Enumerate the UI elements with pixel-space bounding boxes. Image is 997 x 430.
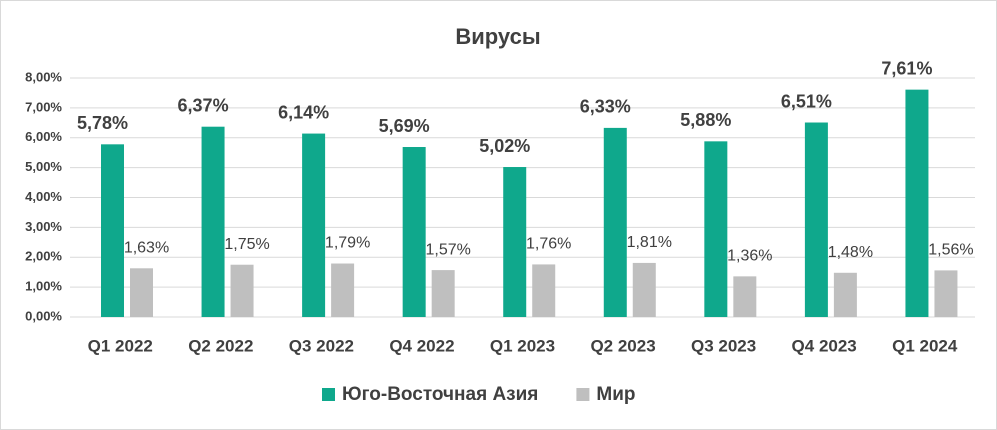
bar xyxy=(934,270,958,317)
bar xyxy=(302,133,326,317)
bar xyxy=(704,141,728,317)
legend-swatch xyxy=(576,388,590,401)
x-tick-label: Q4 2023 xyxy=(792,336,857,355)
x-tick-label: Q3 2023 xyxy=(691,336,756,355)
y-tick-label: 7,00% xyxy=(25,99,62,114)
bar xyxy=(905,89,929,318)
value-label: 1,63% xyxy=(124,240,169,257)
bar xyxy=(804,122,828,317)
value-label: 5,78% xyxy=(77,113,128,133)
value-label: 1,81% xyxy=(627,234,672,251)
y-tick-label: 4,00% xyxy=(25,189,62,204)
chart-title: Вирусы xyxy=(455,24,540,49)
bar xyxy=(431,270,455,317)
bar xyxy=(532,264,556,317)
legend-swatch xyxy=(322,388,335,401)
bar xyxy=(230,264,254,317)
legend-label: Юго-Восточная Азия xyxy=(342,384,538,405)
value-label: 1,75% xyxy=(224,236,269,253)
y-tick-label: 8,00% xyxy=(25,69,62,84)
bar xyxy=(833,272,857,317)
x-tick-label: Q2 2022 xyxy=(188,336,253,355)
value-label: 6,33% xyxy=(580,97,631,117)
bar xyxy=(201,126,225,317)
x-tick-label: Q3 2022 xyxy=(289,336,354,355)
x-tick-label: Q4 2022 xyxy=(389,336,454,355)
x-tick-label: Q1 2023 xyxy=(490,336,555,355)
value-label: 1,48% xyxy=(828,244,873,261)
value-label: 1,76% xyxy=(526,236,571,253)
value-label: 5,69% xyxy=(379,116,430,136)
x-tick-label: Q1 2024 xyxy=(892,336,958,355)
value-label: 1,57% xyxy=(425,241,470,258)
bar xyxy=(331,263,355,317)
bar xyxy=(130,268,153,317)
bar xyxy=(503,167,527,317)
value-label: 5,02% xyxy=(479,136,530,156)
value-label: 6,51% xyxy=(781,91,832,111)
value-label: 1,36% xyxy=(727,248,772,265)
y-tick-label: 6,00% xyxy=(25,129,62,144)
y-tick-label: 3,00% xyxy=(25,219,62,234)
bar xyxy=(632,262,656,317)
y-tick-label: 1,00% xyxy=(25,279,62,294)
value-label: 7,61% xyxy=(881,58,932,78)
y-tick-label: 5,00% xyxy=(25,159,62,174)
x-tick-label: Q1 2022 xyxy=(88,336,153,355)
x-tick-label: Q2 2023 xyxy=(590,336,655,355)
value-label: 5,88% xyxy=(680,110,731,130)
value-label: 1,79% xyxy=(325,235,370,252)
legend-label: Мир xyxy=(596,384,635,405)
value-label: 1,56% xyxy=(928,242,973,259)
bar xyxy=(733,276,757,317)
value-label: 6,14% xyxy=(278,102,329,122)
y-tick-label: 2,00% xyxy=(25,249,62,264)
value-label: 6,37% xyxy=(178,95,229,115)
bar xyxy=(402,147,426,317)
bar xyxy=(603,127,627,317)
bar xyxy=(101,144,124,317)
y-tick-label: 0,00% xyxy=(25,308,62,323)
